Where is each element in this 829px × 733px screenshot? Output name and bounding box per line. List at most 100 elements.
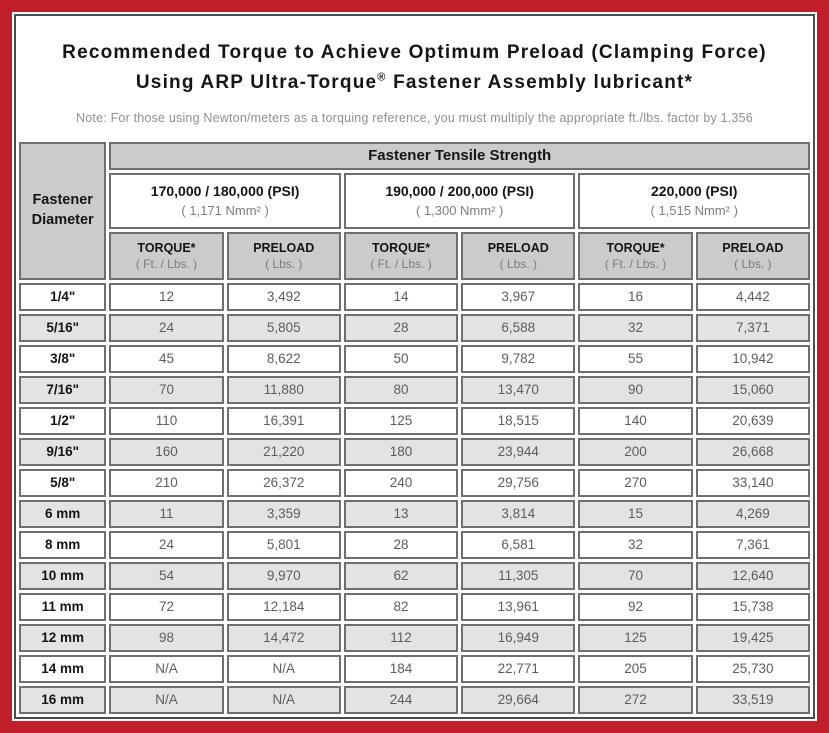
preload-value-cell: 12,640	[695, 561, 810, 590]
tensile-strength-header: Fastener Tensile Strength	[109, 141, 810, 170]
fastener-diameter-cell: 8 mm	[19, 530, 107, 559]
torque-column-header-2: TORQUE* ( Ft. / Lbs. )	[343, 231, 459, 280]
nmm-rating-label: ( 1,171 Nmm² )	[181, 203, 269, 219]
table-row: 6 mm 11 3,359 13 3,814 15 4,269	[19, 499, 810, 528]
torque-value-cell: 82	[343, 592, 459, 621]
fastener-diameter-cell: 9/16"	[19, 437, 107, 466]
preload-value-cell: 26,372	[226, 468, 341, 497]
torque-value-cell: 12	[109, 282, 224, 311]
preload-value-cell: 22,771	[461, 654, 576, 683]
preload-value-cell: 13,961	[461, 592, 576, 621]
column-header-units: ( Ft. / Lbs. )	[370, 256, 432, 271]
torque-value-cell: 80	[343, 375, 459, 404]
preload-value-cell: 19,425	[695, 623, 810, 652]
fastener-diameter-cell: 5/16"	[19, 313, 107, 342]
preload-value-cell: 12,184	[226, 592, 341, 621]
preload-column-header-3: PRELOAD ( Lbs. )	[695, 231, 810, 280]
torque-value-cell: 270	[578, 468, 693, 497]
title-line2-post: Fastener Assembly lubricant*	[386, 72, 694, 94]
psi-group-header-3: 220,000 (PSI) ( 1,515 Nmm² )	[578, 172, 810, 229]
torque-value-cell: 72	[109, 592, 224, 621]
torque-value-cell: 24	[109, 530, 224, 559]
preload-value-cell: 8,622	[226, 344, 341, 373]
torque-value-cell: 28	[343, 313, 459, 342]
table-row: 3/8" 45 8,622 50 9,782 55 10,942	[19, 344, 810, 373]
psi-header-row: 170,000 / 180,000 (PSI) ( 1,171 Nmm² ) 1…	[19, 172, 810, 229]
fastener-diameter-cell: 16 mm	[19, 685, 107, 714]
preload-value-cell: 29,756	[461, 468, 576, 497]
fastener-diameter-cell: 12 mm	[19, 623, 107, 652]
psi-rating-label: 220,000 (PSI)	[651, 183, 738, 200]
preload-value-cell: 3,359	[226, 499, 341, 528]
fastener-diameter-cell: 1/2"	[19, 406, 107, 435]
torque-value-cell: 32	[578, 530, 693, 559]
torque-value-cell: 55	[578, 344, 693, 373]
preload-value-cell: 26,668	[695, 437, 810, 466]
column-header-label: PRELOAD	[722, 240, 784, 255]
fastener-diameter-cell: 11 mm	[19, 592, 107, 621]
table-row: 1/2" 110 16,391 125 18,515 140 20,639	[19, 406, 810, 435]
newton-meters-note: Note: For those using Newton/meters as a…	[76, 110, 753, 125]
fastener-diameter-cell: 14 mm	[19, 654, 107, 683]
torque-value-cell: 205	[578, 654, 693, 683]
fastener-diameter-header: Fastener Diameter	[19, 141, 107, 280]
preload-value-cell: 3,492	[226, 282, 341, 311]
torque-value-cell: 50	[343, 344, 459, 373]
preload-value-cell: 11,305	[461, 561, 576, 590]
torque-value-cell: 32	[578, 313, 693, 342]
torque-value-cell: 24	[109, 313, 224, 342]
torque-value-cell: 16	[578, 282, 693, 311]
preload-value-cell: 3,814	[461, 499, 576, 528]
torque-value-cell: 90	[578, 375, 693, 404]
torque-value-cell: 112	[343, 623, 459, 652]
title-block: Recommended Torque to Achieve Optimum Pr…	[16, 16, 813, 125]
torque-value-cell: 98	[109, 623, 224, 652]
psi-group-header-1: 170,000 / 180,000 (PSI) ( 1,171 Nmm² )	[109, 172, 341, 229]
content-panel: Recommended Torque to Achieve Optimum Pr…	[12, 12, 817, 721]
torque-value-cell: 54	[109, 561, 224, 590]
torque-value-cell: 70	[109, 375, 224, 404]
table-row: 10 mm 54 9,970 62 11,305 70 12,640	[19, 561, 810, 590]
preload-value-cell: 13,470	[461, 375, 576, 404]
preload-value-cell: 7,361	[695, 530, 810, 559]
title-line2-pre: Using ARP Ultra-Torque	[135, 72, 378, 94]
nmm-rating-label: ( 1,300 Nmm² )	[415, 203, 504, 219]
torque-value-cell: 160	[109, 437, 224, 466]
psi-rating-label: 190,000 / 200,000 (PSI)	[385, 183, 534, 200]
preload-value-cell: 7,371	[695, 313, 810, 342]
fastener-diameter-cell: 6 mm	[19, 499, 107, 528]
table-row: 8 mm 24 5,801 28 6,581 32 7,361	[19, 530, 810, 559]
preload-column-header-1: PRELOAD ( Lbs. )	[226, 231, 341, 280]
preload-value-cell: 15,738	[695, 592, 810, 621]
fastener-diameter-cell: 3/8"	[19, 344, 107, 373]
column-header-units: ( Lbs. )	[265, 256, 303, 271]
preload-value-cell: 16,391	[226, 406, 341, 435]
column-header-label: PRELOAD	[253, 240, 315, 255]
torque-value-cell: 200	[578, 437, 693, 466]
preload-value-cell: 4,442	[695, 282, 810, 311]
torque-value-cell: 272	[578, 685, 693, 714]
preload-value-cell: 18,515	[461, 406, 576, 435]
preload-value-cell: 20,639	[695, 406, 810, 435]
preload-column-header-2: PRELOAD ( Lbs. )	[461, 231, 576, 280]
torque-value-cell: 240	[343, 468, 459, 497]
psi-rating-label: 170,000 / 180,000 (PSI)	[150, 183, 300, 200]
table-row: 5/16" 24 5,805 28 6,588 32 7,371	[19, 313, 810, 342]
table-row: 16 mm N/A N/A 244 29,664 272 33,519	[19, 685, 810, 714]
preload-value-cell: 23,944	[461, 437, 576, 466]
torque-value-cell: 92	[578, 592, 693, 621]
header-band-row: Fastener Diameter Fastener Tensile Stren…	[19, 141, 810, 280]
column-header-units: ( Ft. / Lbs. )	[604, 256, 667, 271]
column-header-units: ( Ft. / Lbs. )	[135, 256, 198, 271]
column-header-units: ( Lbs. )	[734, 256, 772, 271]
preload-value-cell: 5,801	[226, 530, 341, 559]
preload-value-cell: 15,060	[695, 375, 810, 404]
registered-mark: ®	[377, 72, 387, 85]
torque-value-cell: N/A	[109, 685, 224, 714]
fastener-diameter-cell: 1/4"	[19, 282, 107, 311]
preload-value-cell: 6,588	[461, 313, 576, 342]
torque-table: Fastener Diameter Fastener Tensile Stren…	[16, 139, 813, 717]
torque-value-cell: 14	[343, 282, 459, 311]
column-header-label: TORQUE*	[371, 240, 431, 255]
